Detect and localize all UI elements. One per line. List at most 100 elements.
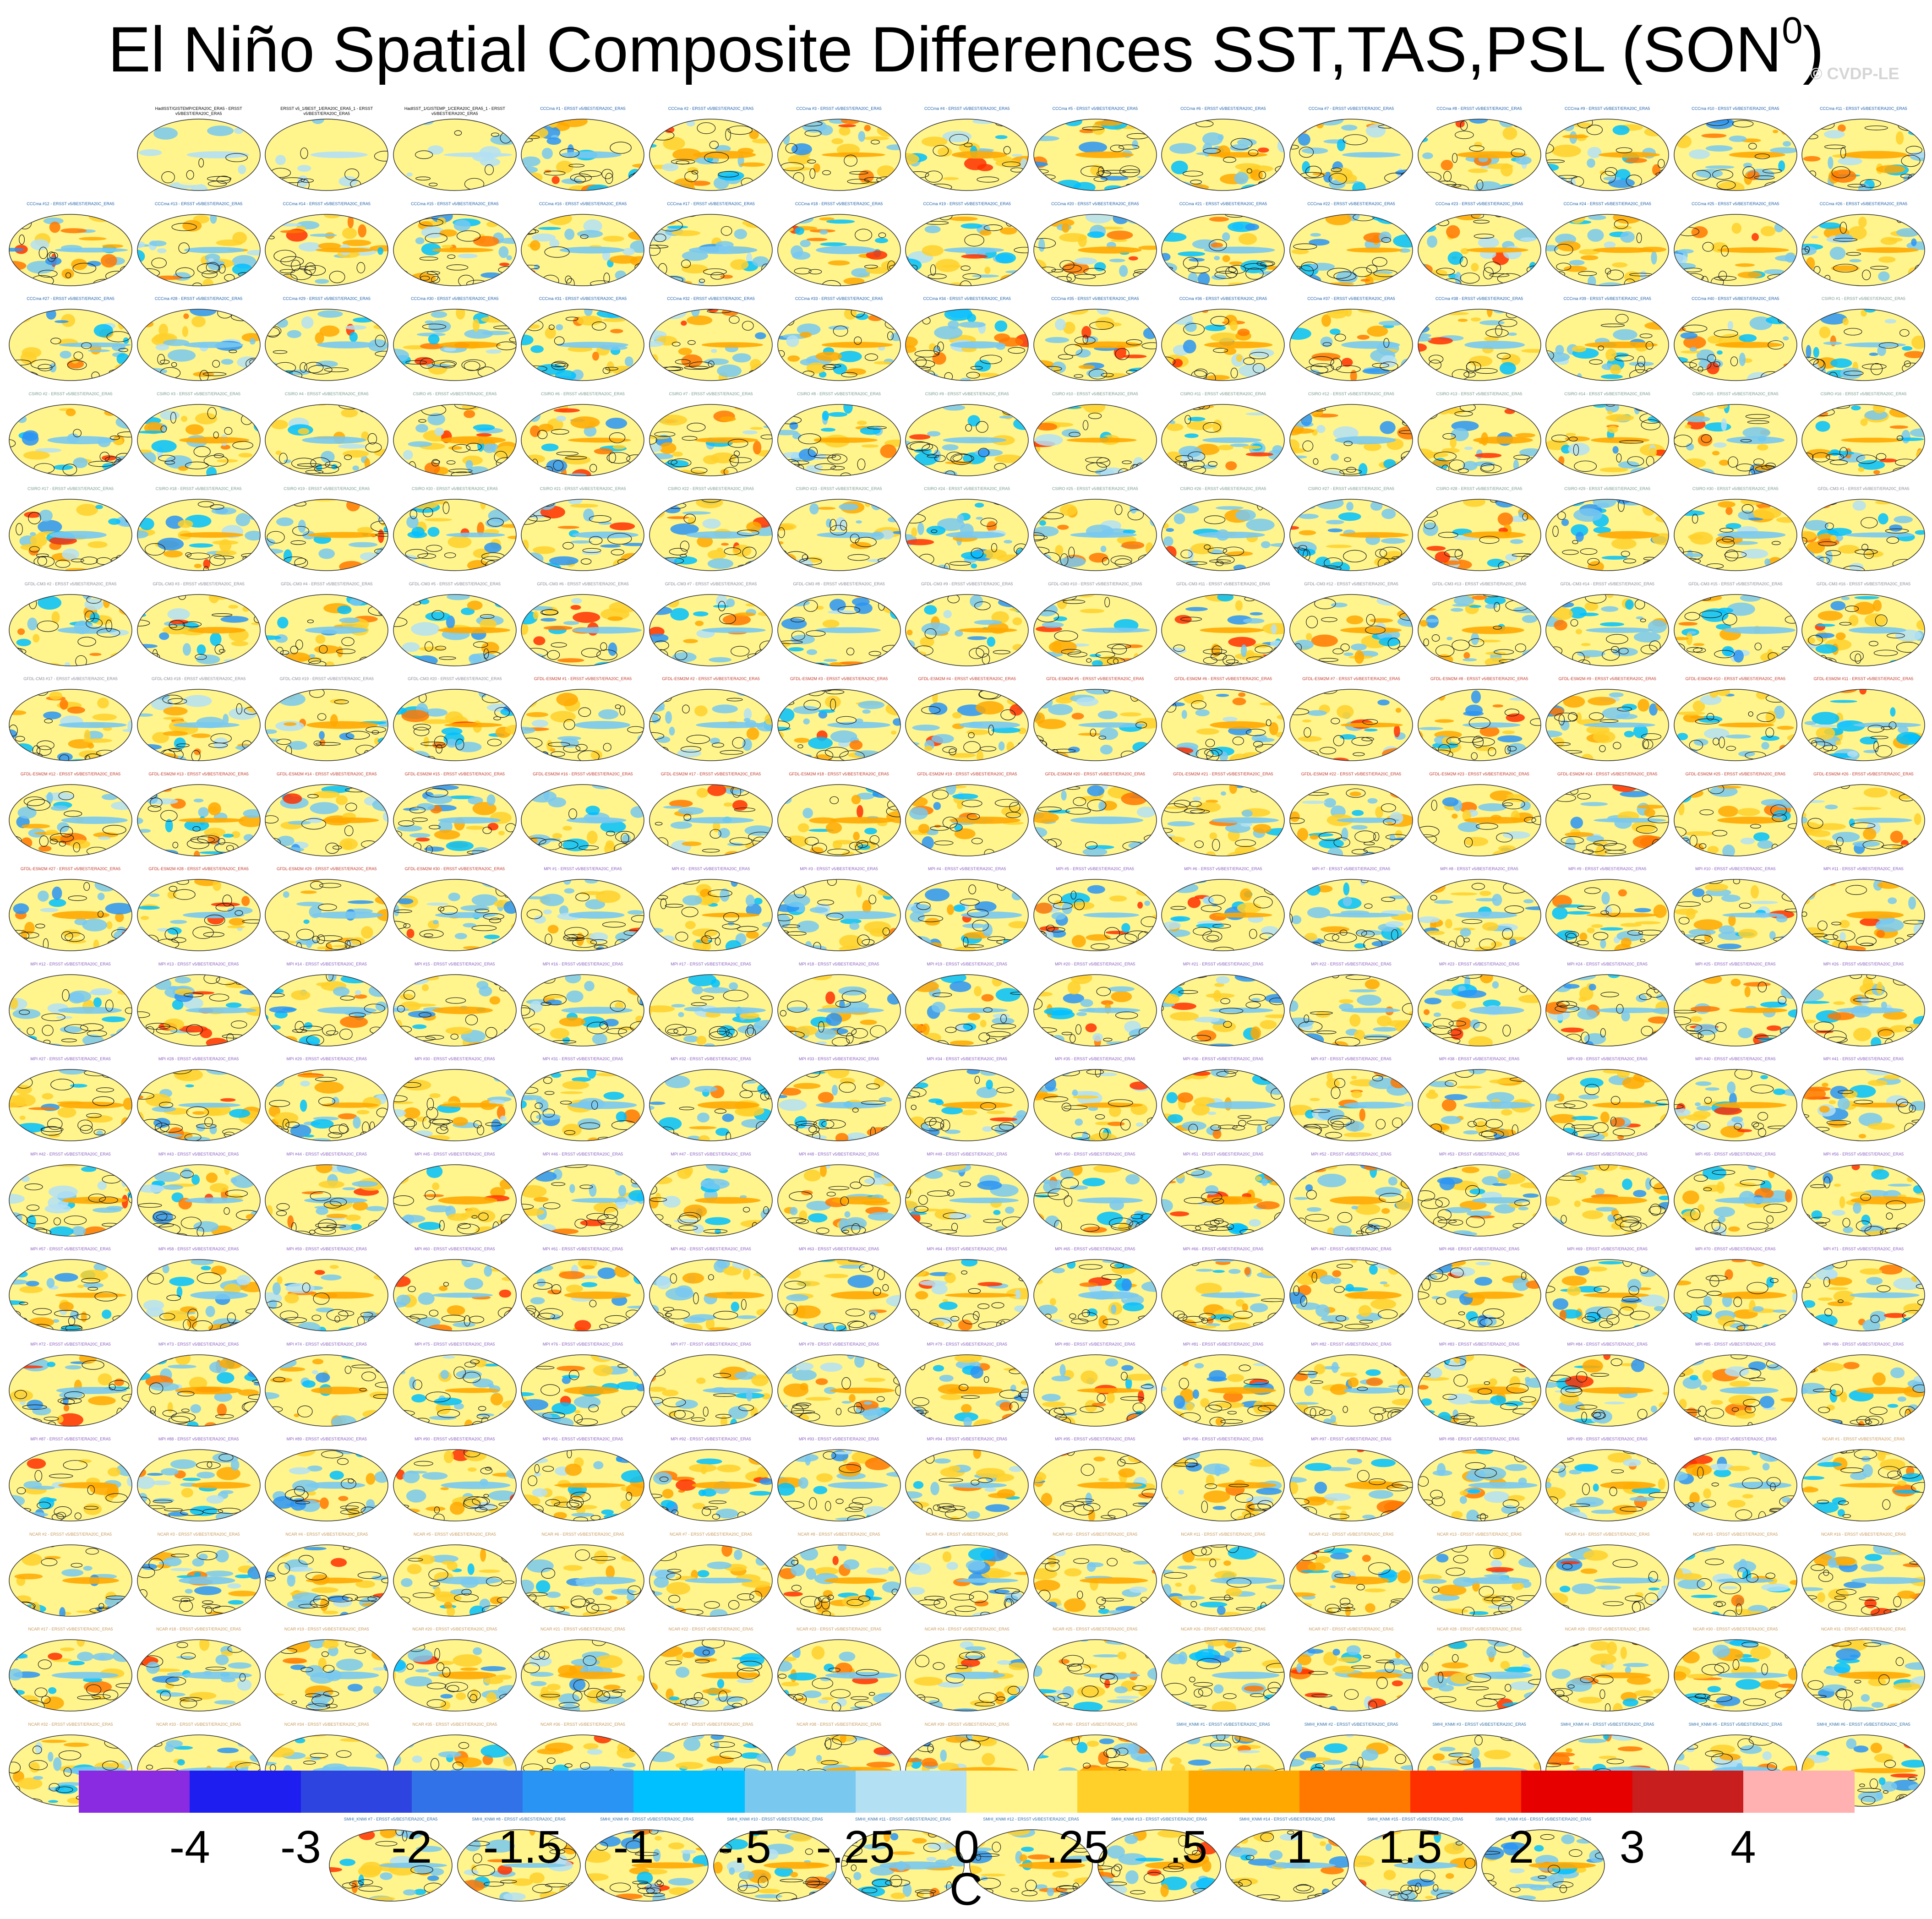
psl-contour <box>33 556 55 567</box>
anomaly-region <box>1121 541 1145 550</box>
psl-contour <box>238 660 260 665</box>
anomaly-region <box>10 467 16 476</box>
psl-contour <box>9 647 23 660</box>
anomaly-region <box>330 698 347 704</box>
map-panel: GFDL-CM3 #5 - ERSST v5/BEST/ERA20C_ERA5 <box>393 582 517 667</box>
anomaly-region <box>137 499 156 504</box>
psl-contour <box>971 547 984 559</box>
anomaly-region <box>1183 692 1204 704</box>
panel-grid: HadISST/GISTEMP/CERA20C_ERA5 - ERSST v5/… <box>9 106 1926 1902</box>
psl-contour <box>1645 341 1654 350</box>
map-panel: CSIRO #20 - ERSST v5/BEST/ERA20C_ERA5 <box>393 486 517 572</box>
psl-contour <box>1888 721 1897 730</box>
anomaly-region <box>101 793 118 800</box>
anomaly-region <box>970 594 983 608</box>
map-panel: CCCma #28 - ERSST v5/BEST/ERA20C_ERA5 <box>136 296 261 382</box>
anomaly-region <box>927 431 941 436</box>
anomaly-region <box>710 737 720 744</box>
anomaly-region <box>415 237 425 244</box>
anomaly-region <box>877 165 895 178</box>
anomaly-region <box>238 815 260 827</box>
anomaly-region <box>1725 523 1741 529</box>
anomaly-region <box>1056 594 1070 596</box>
global-map <box>521 689 645 761</box>
anomaly-region <box>1268 689 1285 696</box>
anomaly-region <box>1228 637 1256 647</box>
anomaly-region <box>108 849 132 856</box>
global-map <box>1674 119 1797 191</box>
anomaly-region <box>1703 728 1730 739</box>
anomaly-region <box>866 250 887 260</box>
psl-contour <box>636 651 644 661</box>
anomaly-region <box>202 278 213 286</box>
psl-contour <box>797 744 803 748</box>
psl-contour <box>766 837 772 847</box>
anomaly-region <box>584 309 593 316</box>
anomaly-region <box>455 741 482 752</box>
anomaly-region <box>486 794 496 806</box>
psl-contour <box>980 746 997 752</box>
psl-contour <box>1485 328 1509 338</box>
equatorial-anomaly <box>1202 437 1262 443</box>
panel-label: GFDL-CM3 #14 - ERSST v5/BEST/ERA20C_ERA5 <box>1560 581 1654 586</box>
psl-contour <box>669 548 688 556</box>
anomaly-region <box>1341 125 1358 131</box>
psl-contour <box>1714 649 1735 658</box>
psl-contour <box>930 264 936 276</box>
equatorial-anomaly <box>1726 436 1785 444</box>
anomaly-region <box>1910 428 1925 437</box>
anomaly-region <box>702 518 721 529</box>
anomaly-region <box>106 309 117 317</box>
anomaly-region <box>1811 235 1819 239</box>
panel-label: GFDL-ESM2M #14 - ERSST v5/BEST/ERA20C_ER… <box>276 771 377 776</box>
anomaly-region <box>622 499 644 507</box>
panel-label: CSIRO #24 - ERSST v5/BEST/ERA20C_ERA5 <box>924 486 1010 491</box>
anomaly-region <box>884 564 901 571</box>
anomaly-region <box>1105 322 1122 327</box>
psl-contour <box>725 128 731 141</box>
anomaly-region <box>1389 503 1403 507</box>
anomaly-region <box>792 706 819 714</box>
psl-contour <box>1095 651 1115 658</box>
psl-contour <box>62 463 77 475</box>
equatorial-anomaly <box>61 816 128 824</box>
map-panel: CCCma #3 - ERSST v5/BEST/ERA20C_ERA5 <box>777 106 901 191</box>
psl-contour <box>137 364 145 376</box>
psl-contour <box>1067 651 1087 657</box>
anomaly-region <box>880 529 894 540</box>
psl-contour <box>218 649 225 653</box>
anomaly-region <box>1606 594 1614 598</box>
anomaly-region <box>688 517 696 525</box>
psl-contour <box>824 747 849 758</box>
anomaly-region <box>987 636 996 647</box>
anomaly-region <box>943 610 952 618</box>
anomaly-region <box>1312 172 1326 176</box>
anomaly-region <box>1470 317 1481 322</box>
psl-contour <box>1324 557 1343 569</box>
anomaly-region <box>1753 507 1782 519</box>
psl-contour <box>1217 556 1235 564</box>
psl-contour <box>729 457 752 463</box>
psl-contour <box>1840 147 1846 158</box>
psl-contour <box>649 840 662 853</box>
psl-contour <box>60 826 73 837</box>
anomaly-region <box>216 140 241 146</box>
psl-contour <box>1002 405 1024 415</box>
anomaly-region <box>672 148 702 161</box>
anomaly-region <box>540 617 557 621</box>
psl-contour <box>1636 232 1642 243</box>
anomaly-region <box>265 312 273 322</box>
anomaly-region <box>1293 639 1314 649</box>
panel-label: GFDL-CM3 #16 - ERSST v5/BEST/ERA20C_ERA5 <box>1816 581 1911 586</box>
anomaly-region <box>1071 713 1084 720</box>
anomaly-region <box>1779 651 1790 660</box>
anomaly-region <box>406 516 419 529</box>
anomaly-region <box>191 184 207 191</box>
psl-contour <box>1615 314 1629 324</box>
anomaly-region <box>505 725 516 735</box>
psl-contour <box>64 810 82 817</box>
psl-contour <box>1249 352 1269 360</box>
psl-contour <box>1679 562 1694 568</box>
anomaly-region <box>1497 512 1513 526</box>
anomaly-region <box>1811 724 1838 728</box>
